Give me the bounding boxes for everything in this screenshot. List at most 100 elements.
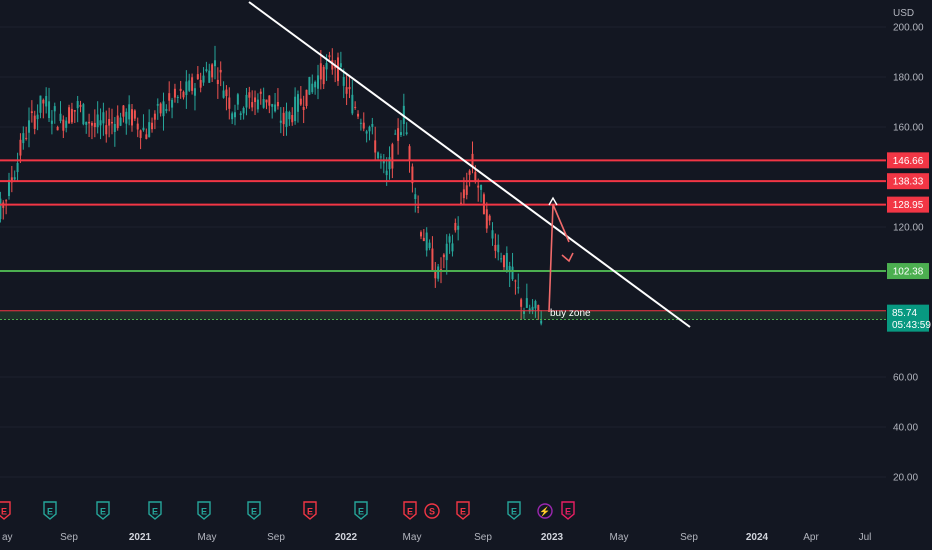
candle-body [111, 121, 113, 124]
candle-body [153, 113, 156, 120]
level-label: 138.33 [893, 177, 924, 188]
candle-body [76, 101, 79, 109]
x-tick-label: Sep [267, 532, 285, 543]
earnings-marker: E [561, 501, 575, 520]
marker-letter: S [429, 507, 435, 517]
x-tick-label: 2021 [129, 532, 152, 543]
marker-shape [43, 501, 57, 520]
candle-body [128, 104, 131, 120]
candle-body [405, 132, 408, 134]
candle-body [36, 114, 39, 120]
marker-shape [0, 501, 11, 520]
buy-zone: buy zone [0, 308, 886, 320]
candle-body [454, 222, 457, 231]
candle-body [271, 104, 274, 107]
candle-body [68, 107, 71, 124]
x-tick-label: Jul [859, 532, 872, 543]
marker-letter: E [307, 507, 313, 517]
marker-shape [456, 501, 470, 520]
candle-body [505, 252, 508, 271]
candle-body [193, 88, 196, 96]
marker-letter: E [460, 507, 466, 517]
candle-body [540, 320, 543, 324]
candle-body [525, 298, 528, 308]
candle-body [108, 119, 111, 126]
candle-body [322, 66, 325, 85]
candle-body [90, 122, 93, 126]
candle-body [199, 80, 202, 88]
candle-body [445, 243, 448, 261]
candle-body [85, 121, 88, 125]
trendline-segment [248, 1, 691, 328]
level-label-bg [887, 263, 929, 280]
candle-body [88, 121, 91, 124]
candle-body [414, 194, 417, 200]
candle-body [136, 123, 139, 130]
candle-body [22, 133, 25, 144]
candle-body [288, 112, 291, 120]
candle-body [345, 87, 348, 94]
candle-body [234, 112, 236, 118]
candle-body [191, 77, 194, 91]
candle-body [73, 110, 76, 112]
candle-body [268, 95, 271, 106]
candle-body [511, 266, 514, 280]
x-tick-label: 2022 [335, 532, 358, 543]
candle-body [159, 103, 162, 114]
marker-letter: ⚡ [539, 506, 550, 518]
x-tick-label: Apr [803, 532, 819, 543]
x-tick-label: 2024 [746, 532, 769, 543]
candle-body [319, 63, 322, 80]
marker-shape [561, 501, 575, 520]
projection-path[interactable] [548, 196, 574, 313]
earnings-marker: E [507, 501, 521, 520]
candle-body [488, 215, 491, 221]
candle-body [514, 280, 517, 282]
marker-letter: E [565, 507, 571, 517]
candle-body [448, 236, 451, 243]
y-tick-label: 60.00 [893, 373, 918, 384]
marker-letter: E [407, 507, 413, 517]
candle-body [173, 88, 176, 98]
candle-body [434, 270, 437, 279]
marker-circle [424, 503, 440, 519]
candle-body [50, 120, 53, 124]
candle-body [425, 232, 428, 251]
price-axis[interactable]: USD 200.00 180.00 160.00 120.00 60.00 40.00 20… [893, 8, 924, 484]
marker-circle [537, 503, 553, 519]
candle-body [225, 89, 228, 97]
candle-body [0, 198, 2, 219]
candle-body [116, 115, 119, 129]
candle-body [48, 101, 51, 119]
event-markers[interactable]: E E E E E E E E E S E E ⚡ E [0, 501, 575, 520]
candle-body [534, 301, 537, 309]
candle-body [468, 170, 471, 175]
earnings-marker: E [148, 501, 162, 520]
projection-arrowhead [561, 252, 574, 263]
candle-body [371, 123, 374, 127]
candle-body [422, 237, 425, 242]
candle-body [279, 120, 282, 123]
candle-body [231, 113, 234, 120]
candle-body [377, 152, 380, 159]
candle-body [462, 189, 465, 199]
candle-body [205, 69, 208, 72]
candle-body [408, 146, 411, 161]
candle-body [317, 75, 319, 89]
candle-body [442, 254, 445, 258]
candlestick-series [0, 45, 543, 326]
candle-body [354, 106, 357, 108]
earnings-marker: E [0, 501, 11, 520]
time-axis[interactable]: ay Sep 2021 May Sep 2022 May Sep 2023 May Sep 2024 A… [2, 532, 871, 543]
horizontal-levels[interactable] [0, 159, 886, 273]
marker-letter: E [251, 507, 257, 517]
y-tick-label: 120.00 [893, 223, 924, 234]
trendline[interactable] [248, 1, 691, 328]
y-tick-label: 40.00 [893, 423, 918, 434]
candle-body [385, 170, 388, 176]
candle-body [82, 104, 85, 125]
marker-letter: E [100, 507, 106, 517]
candle-body [99, 120, 102, 126]
candle-body [528, 308, 531, 312]
